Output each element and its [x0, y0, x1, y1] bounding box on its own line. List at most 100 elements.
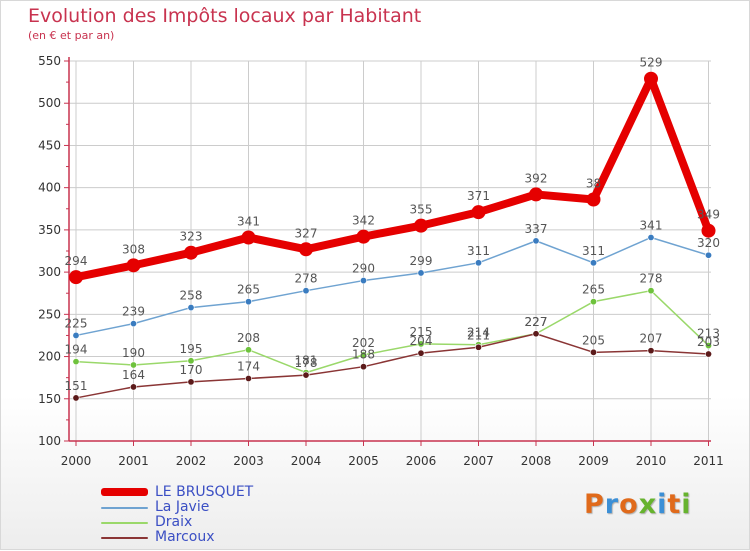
data-label-draix: 181 — [295, 354, 318, 368]
data-point-le-brusquet — [529, 187, 543, 202]
legend-item-le-brusquet: LE BRUSQUET — [101, 485, 321, 500]
legend-label-le-brusquet: LE BRUSQUET — [155, 484, 254, 500]
data-label-la-javie: 278 — [295, 272, 318, 286]
data-point-marcoux — [474, 343, 482, 351]
data-label-marcoux: 204 — [410, 334, 433, 348]
legend-item-la-javie: La Javie — [101, 500, 321, 515]
data-label-la-javie: 320 — [697, 236, 720, 250]
data-point-draix — [130, 361, 138, 369]
legend-line-la-javie — [101, 507, 148, 509]
data-point-draix — [187, 357, 195, 365]
data-label-marcoux: 203 — [697, 335, 720, 349]
x-tick-label-2005: 2005 — [348, 454, 379, 468]
x-tick-label-2004: 2004 — [291, 454, 322, 468]
data-point-marcoux — [359, 363, 367, 371]
data-point-le-brusquet — [644, 71, 658, 86]
y-tick-label-400: 400 — [38, 181, 61, 195]
data-point-le-brusquet — [414, 218, 428, 233]
data-label-marcoux: 205 — [582, 333, 605, 347]
data-label-draix: 208 — [237, 331, 260, 345]
data-point-marcoux — [589, 348, 597, 356]
logo-letter: P — [584, 489, 605, 520]
y-tick-label-300: 300 — [38, 265, 61, 279]
data-label-marcoux: 207 — [640, 332, 663, 346]
data-point-la-javie — [130, 320, 138, 328]
data-point-marcoux — [130, 383, 138, 391]
data-label-la-javie: 258 — [180, 289, 203, 303]
data-label-marcoux: 170 — [180, 363, 203, 377]
x-tick-label-2000: 2000 — [61, 454, 92, 468]
x-tick-label-2002: 2002 — [176, 454, 207, 468]
logo-letter: i — [681, 489, 692, 520]
data-label-draix: 278 — [640, 272, 663, 286]
x-tick-label-2007: 2007 — [463, 454, 494, 468]
data-point-marcoux — [187, 378, 195, 386]
data-point-marcoux — [704, 350, 712, 358]
logo-letter: r — [604, 489, 620, 520]
data-point-la-javie — [532, 237, 540, 245]
data-label-draix: 213 — [697, 327, 720, 341]
y-tick-label-350: 350 — [38, 223, 61, 237]
y-tick-label-550: 550 — [38, 54, 61, 68]
data-label-le-brusquet: 341 — [237, 214, 260, 228]
data-label-la-javie: 290 — [352, 262, 375, 276]
data-point-marcoux — [72, 394, 80, 402]
legend: LE BRUSQUET La Javie Draix Marcoux — [101, 485, 321, 545]
data-label-le-brusquet: 327 — [295, 226, 318, 240]
data-point-le-brusquet — [586, 192, 601, 207]
data-label-la-javie: 341 — [640, 218, 663, 232]
data-label-le-brusquet: 355 — [410, 203, 433, 217]
x-tick-label-2001: 2001 — [118, 454, 149, 468]
data-point-la-javie — [302, 287, 310, 295]
data-label-la-javie: 311 — [582, 244, 605, 258]
data-point-le-brusquet — [126, 258, 141, 273]
data-point-le-brusquet — [241, 230, 256, 245]
data-point-le-brusquet — [701, 223, 716, 238]
legend-label-la-javie: La Javie — [155, 499, 210, 515]
series-line-marcoux — [75, 333, 709, 399]
data-label-marcoux: 211 — [467, 328, 490, 342]
data-label-le-brusquet: 529 — [640, 56, 663, 70]
data-point-marcoux — [532, 330, 540, 338]
legend-line-draix — [101, 522, 148, 524]
legend-label-draix: Draix — [155, 514, 193, 530]
y-tick-label-100: 100 — [38, 434, 61, 448]
data-label-le-brusquet: 349 — [697, 208, 720, 222]
data-point-draix — [589, 298, 597, 306]
data-label-draix: 214 — [467, 326, 490, 340]
legend-line-le-brusquet — [101, 488, 148, 496]
logo-letter: i — [657, 489, 668, 520]
legend-label-marcoux: Marcoux — [155, 529, 215, 545]
data-label-la-javie: 225 — [65, 316, 88, 330]
proxiti-logo: Proxiti — [584, 489, 692, 520]
logo-letter: t — [667, 489, 682, 520]
data-label-draix: 202 — [352, 336, 375, 350]
data-label-marcoux: 164 — [122, 368, 145, 382]
data-label-draix: 190 — [122, 346, 145, 360]
data-point-draix — [245, 346, 253, 354]
data-label-le-brusquet: 392 — [525, 171, 548, 185]
data-point-le-brusquet — [299, 242, 313, 257]
data-point-le-brusquet — [69, 270, 83, 285]
data-point-le-brusquet — [471, 205, 486, 220]
logo-letter: x — [638, 489, 658, 520]
data-label-marcoux: 174 — [237, 360, 260, 374]
y-tick-label-200: 200 — [38, 350, 61, 364]
legend-line-marcoux — [101, 537, 148, 539]
y-tick-label-450: 450 — [38, 138, 61, 152]
data-point-draix — [359, 351, 367, 359]
x-tick-label-2006: 2006 — [406, 454, 437, 468]
data-point-draix — [72, 358, 80, 366]
data-point-le-brusquet — [356, 229, 371, 244]
data-label-le-brusquet: 294 — [65, 254, 88, 268]
data-point-draix — [704, 342, 712, 350]
data-label-le-brusquet: 371 — [467, 189, 490, 203]
data-label-la-javie: 337 — [525, 222, 548, 236]
y-tick-label-250: 250 — [38, 307, 61, 321]
series-line-le-brusquet — [72, 74, 713, 282]
data-point-la-javie — [647, 233, 655, 241]
series-line-la-javie — [75, 236, 709, 337]
chart-title: Evolution des Impôts locaux par Habitant — [28, 5, 422, 27]
